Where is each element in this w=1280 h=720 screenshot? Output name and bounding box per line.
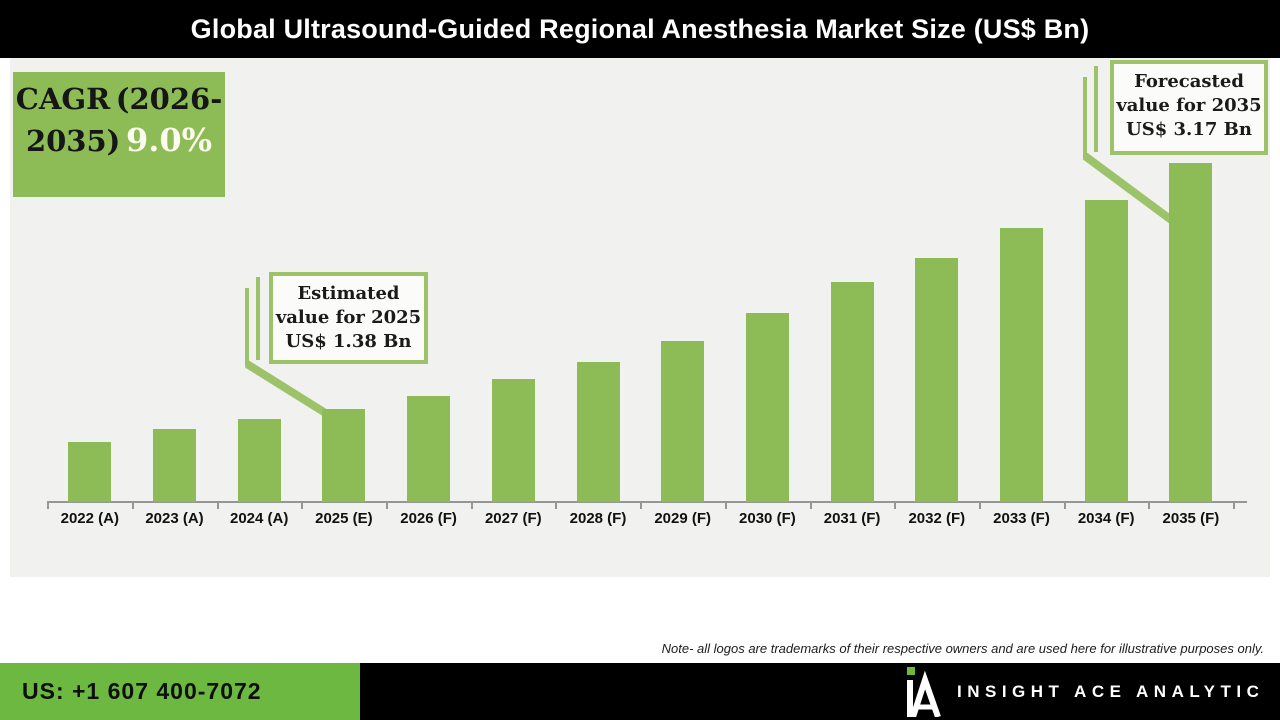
cagr-badge: CAGR (2026-2035) 9.0% <box>13 72 225 197</box>
x-axis-label: 2028 (F) <box>569 510 627 527</box>
title-bar: Global Ultrasound-Guided Regional Anesth… <box>0 0 1280 58</box>
x-axis-label: 2031 (F) <box>823 510 881 527</box>
cagr-label: CAGR <box>15 82 111 116</box>
axis-tick <box>809 503 812 509</box>
bar-2033 (F) <box>1000 228 1043 502</box>
axis-tick <box>131 503 134 509</box>
bar-2024 (A) <box>237 419 281 502</box>
chart-panel: CAGR (2026-2035) 9.0% Estimated value fo… <box>10 58 1270 577</box>
estimated-line3: US$ 1.38 Bn <box>285 331 412 352</box>
axis-tick <box>301 503 304 509</box>
phone-block: US: +1 607 400-7072 <box>0 663 360 720</box>
cagr-period: (2026-2035) <box>25 82 223 158</box>
footer-bar: US: +1 607 400-7072 INSIGHT ACE ANALYTIC <box>0 663 1280 720</box>
bar-2022 (A) <box>68 442 112 502</box>
brand-block: INSIGHT ACE ANALYTIC <box>901 663 1264 720</box>
bar-2032 (F) <box>915 258 959 502</box>
x-axis-label: 2023 (A) <box>145 510 204 527</box>
x-axis-label: 2027 (F) <box>484 510 542 527</box>
estimated-line2: value for 2025 <box>275 307 422 328</box>
x-axis-label: 2029 (F) <box>654 510 712 527</box>
axis-tick <box>47 503 50 509</box>
bar-2025 (E) <box>322 409 366 502</box>
bar-2034 (F) <box>1084 200 1128 502</box>
forecasted-line2: value for 2035 <box>1116 95 1262 116</box>
axis-tick <box>640 503 643 509</box>
bar-2027 (F) <box>491 379 535 502</box>
bar-2030 (F) <box>745 313 789 502</box>
page-title: Global Ultrasound-Guided Regional Anesth… <box>190 13 1090 44</box>
axis-tick <box>1233 503 1235 509</box>
x-axis-line <box>47 501 1247 503</box>
axis-tick <box>894 503 897 509</box>
trademark-note: Note- all logos are trademarks of their … <box>661 641 1264 656</box>
axis-tick <box>1148 503 1151 509</box>
axis-tick <box>555 503 558 509</box>
axis-tick <box>216 503 219 509</box>
x-axis-label: 2035 (F) <box>1162 510 1220 527</box>
bar-2028 (F) <box>576 362 620 502</box>
axis-tick <box>1063 503 1066 509</box>
x-axis-label: 2022 (A) <box>60 510 119 527</box>
axis-tick <box>470 503 473 509</box>
axis-tick <box>724 503 727 509</box>
estimated-line1: Estimated <box>297 283 400 304</box>
bar-2031 (F) <box>830 282 874 502</box>
bar-2026 (F) <box>407 396 451 502</box>
forecasted-line1: Forecasted <box>1134 71 1244 92</box>
bar-2023 (A) <box>153 429 196 502</box>
x-axis-label: 2034 (F) <box>1077 510 1135 527</box>
brand-name: INSIGHT ACE ANALYTIC <box>957 681 1265 701</box>
x-axis-label: 2024 (A) <box>230 510 289 527</box>
x-axis-label: 2026 (F) <box>400 510 457 527</box>
axis-tick <box>386 503 388 509</box>
callout-connector-lines <box>244 66 1177 418</box>
estimated-value-callout: Estimated value for 2025 US$ 1.38 Bn <box>269 272 428 364</box>
bar-2029 (F) <box>661 341 705 502</box>
cagr-value: 9.0% <box>125 121 213 159</box>
market-contributors-strip: Market Contributors: GE GE HealthCare SI… <box>0 577 1280 663</box>
x-axis-label: 2033 (F) <box>993 510 1050 527</box>
phone-number: US: +1 607 400-7072 <box>22 678 262 704</box>
forecasted-line3: US$ 3.17 Bn <box>1126 119 1252 140</box>
bar-2035 (F) <box>1169 163 1213 502</box>
forecasted-value-callout: Forecasted value for 2035 US$ 3.17 Bn <box>1110 60 1268 155</box>
x-axis-label: 2032 (F) <box>908 510 966 527</box>
insight-ace-logo-icon <box>907 666 941 717</box>
axis-tick <box>978 503 981 509</box>
x-axis-label: 2030 (F) <box>739 510 796 527</box>
x-axis-label: 2025 (E) <box>315 510 373 527</box>
